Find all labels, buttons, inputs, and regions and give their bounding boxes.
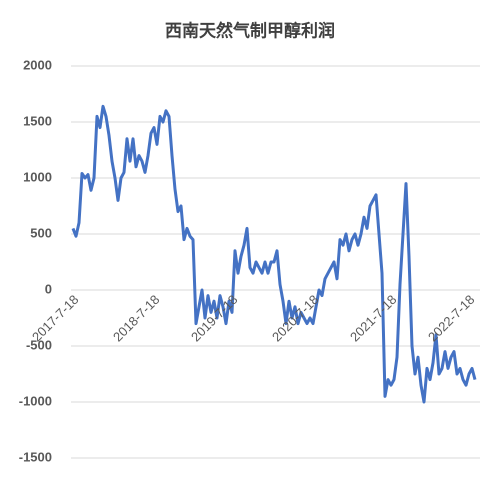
y-tick-label: 0 bbox=[45, 281, 52, 296]
y-tick-label: 500 bbox=[30, 225, 52, 240]
y-tick-label: 2000 bbox=[23, 57, 52, 72]
y-tick-label: -1000 bbox=[19, 393, 52, 408]
y-tick-label: 1000 bbox=[23, 169, 52, 184]
y-tick-label: -1500 bbox=[19, 449, 52, 464]
y-tick-label: -500 bbox=[26, 337, 52, 352]
y-tick-label: 1500 bbox=[23, 113, 52, 128]
chart-title: 西南天然气制甲醇利润 bbox=[165, 20, 335, 40]
data-line bbox=[71, 104, 477, 404]
